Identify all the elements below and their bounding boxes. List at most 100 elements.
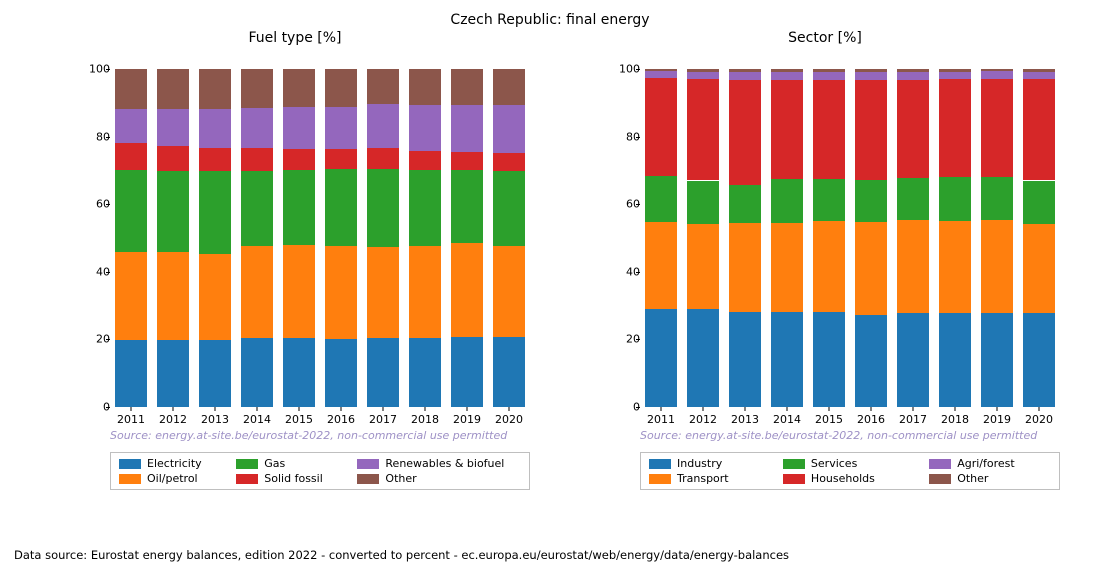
bar-segment [645,78,678,176]
bar-segment [325,107,358,149]
bar-segment [199,254,232,341]
bars-fuel [110,52,530,407]
bar-segment [115,69,148,109]
panel-sector-title: Sector [%] [590,30,1060,46]
plot-area-sector [640,52,1060,407]
bar-segment [729,72,762,80]
xtick-mark [871,407,872,411]
xtick-label: 2018 [941,413,969,426]
bar-segment [897,220,930,313]
bar-column [241,52,274,407]
ytick-label: 40 [595,265,640,278]
xtick-label: 2011 [647,413,675,426]
bar-segment [325,69,358,107]
bar-column [939,52,972,407]
bar-column [897,52,930,407]
bar-segment [283,245,316,338]
bar-segment [855,222,888,315]
bar-segment [451,170,484,242]
legend-item: Agri/forest [929,457,1051,470]
legend-swatch [357,459,379,469]
bar-segment [729,185,762,223]
bar-segment [771,80,804,179]
bar-segment [367,338,400,407]
yaxis-fuel: 020406080100 [60,52,110,407]
xtick-mark [661,407,662,411]
bar-segment [1023,224,1056,313]
bar-segment [493,69,526,106]
bar-segment [493,153,526,172]
legend-label: Services [811,457,857,470]
bar-segment [813,69,846,72]
bar-segment [771,69,804,72]
legend-swatch [649,474,671,484]
bar-segment [451,152,484,171]
xtick-mark [745,407,746,411]
bar-column [645,52,678,407]
legend-swatch [357,474,379,484]
bar-segment [283,149,316,170]
bar-segment [771,72,804,80]
legend-swatch [236,459,258,469]
xtick-label: 2016 [327,413,355,426]
bar-segment [939,313,972,407]
bar-segment [939,72,972,79]
xtick-mark [215,407,216,411]
xtick-label: 2019 [983,413,1011,426]
bar-segment [241,69,274,108]
bars-sector [640,52,1060,407]
xtick-label: 2012 [689,413,717,426]
xtick-mark [829,407,830,411]
bar-segment [493,246,526,337]
bar-segment [241,246,274,338]
bar-column [367,52,400,407]
bar-segment [241,338,274,407]
plot-area-fuel [110,52,530,407]
legend-label: Gas [264,457,285,470]
legend-swatch [236,474,258,484]
bar-segment [157,109,190,145]
bar-segment [897,178,930,220]
xtick-mark [467,407,468,411]
legend-item: Other [357,472,521,485]
footer-note: Data source: Eurostat energy balances, e… [14,548,789,562]
panel-fuel-title: Fuel type [%] [60,30,530,46]
bar-segment [367,169,400,247]
legend-item: Other [929,472,1051,485]
bar-segment [157,340,190,407]
ytick-label: 100 [65,62,110,75]
bar-segment [283,69,316,107]
bar-segment [199,69,232,109]
legend-swatch [649,459,671,469]
bar-segment [241,108,274,149]
xtick-mark [509,407,510,411]
bar-segment [451,243,484,338]
xtick-mark [299,407,300,411]
bar-column [283,52,316,407]
bar-segment [115,340,148,407]
legend-item: Industry [649,457,765,470]
bar-segment [813,312,846,407]
ytick-label: 60 [595,198,640,211]
bar-column [813,52,846,407]
legend-label: Other [385,472,416,485]
bar-segment [855,315,888,407]
legend-label: Solid fossil [264,472,322,485]
legend-swatch [119,474,141,484]
bar-segment [687,224,720,309]
bar-segment [493,171,526,245]
bar-column [771,52,804,407]
bar-segment [645,222,678,309]
bar-segment [855,72,888,80]
xtick-mark [383,407,384,411]
bar-segment [855,69,888,72]
ytick-label: 60 [65,198,110,211]
bar-segment [115,143,148,171]
bar-segment [729,223,762,313]
bar-segment [325,149,358,169]
bar-segment [409,170,442,246]
xtick-label: 2013 [731,413,759,426]
xtick-mark [787,407,788,411]
legend-item: Transport [649,472,765,485]
bar-segment [771,312,804,407]
